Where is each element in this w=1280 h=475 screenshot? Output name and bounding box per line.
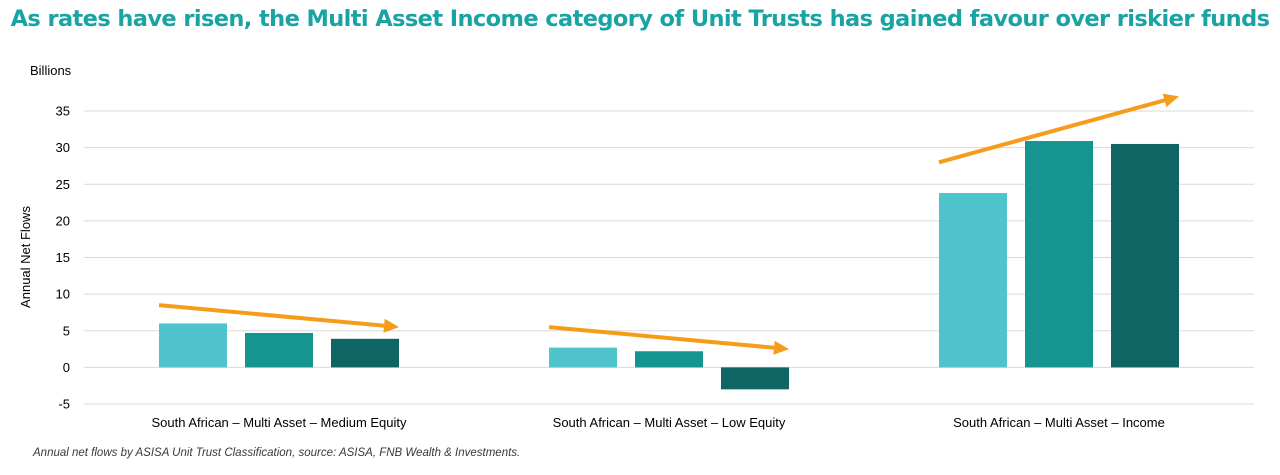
y-tick-label: -5 (58, 397, 70, 412)
y-tick-label: 10 (56, 287, 70, 302)
y-axis-label: Annual Net Flows (18, 206, 33, 308)
bar (721, 367, 789, 390)
x-axis: South African – Multi Asset – Medium Equ… (151, 415, 1164, 430)
y-tick-label: 20 (56, 213, 70, 228)
bars (159, 141, 1179, 390)
y-tick-label: 35 (56, 104, 70, 119)
trend-arrows (158, 93, 1179, 355)
bar (549, 347, 617, 368)
units-label: Billions (30, 63, 72, 78)
source-note: Annual net flows by ASISA Unit Trust Cla… (33, 447, 521, 459)
x-category-label: South African – Multi Asset – Low Equity (553, 415, 786, 430)
trend-arrow-head (773, 340, 789, 355)
trend-arrow-line (548, 325, 775, 350)
chart-canvas: -5 0 5 10 15 20 25 30 35 South African – Multi A… (18, 93, 1254, 430)
x-category-label: South African – Multi Asset – Income (953, 415, 1165, 430)
bar (331, 338, 399, 368)
bar (245, 332, 313, 368)
trend-arrow-head (383, 318, 399, 333)
trend-arrow-line (938, 98, 1166, 165)
bar (939, 193, 1007, 368)
bar (159, 323, 227, 368)
bar (1025, 141, 1093, 368)
bar (635, 351, 703, 368)
x-category-label: South African – Multi Asset – Medium Equ… (151, 415, 407, 430)
y-tick-label: 25 (56, 177, 70, 192)
y-axis: -5 0 5 10 15 20 25 30 35 (56, 104, 70, 412)
y-tick-label: 30 (56, 140, 70, 155)
bar (1111, 143, 1179, 368)
y-tick-label: 5 (63, 323, 70, 338)
trend-arrow-head (1162, 93, 1179, 108)
y-tick-label: 15 (56, 250, 70, 265)
trend-arrow-line (158, 303, 385, 328)
chart-title: As rates have risen, the Multi Asset Inc… (10, 6, 1270, 32)
y-tick-label: 0 (63, 360, 70, 375)
